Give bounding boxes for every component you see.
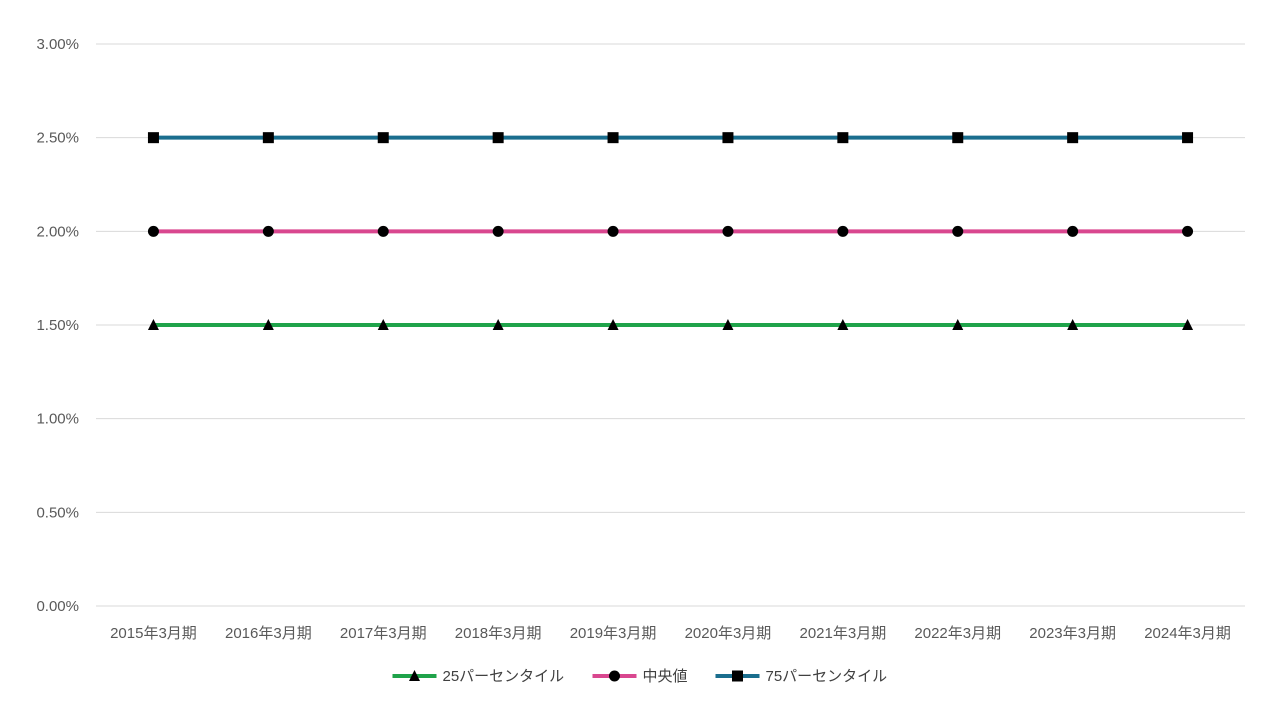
- data-point: [607, 319, 619, 330]
- x-tick-label: 2024年3月期: [1144, 625, 1231, 642]
- x-tick-label: 2022年3月期: [914, 625, 1001, 642]
- data-point: [952, 132, 964, 144]
- data-point: [492, 132, 504, 144]
- data-point: [377, 132, 389, 144]
- data-point: [952, 225, 964, 237]
- x-tick-label: 2017年3月期: [340, 625, 427, 642]
- legend-marker: [409, 670, 420, 681]
- data-point: [147, 225, 159, 237]
- series-lines: [147, 132, 1194, 330]
- y-tick-label: 1.50%: [36, 317, 79, 334]
- y-tick-label: 0.00%: [36, 598, 79, 615]
- data-point: [1067, 319, 1079, 330]
- y-tick-label: 2.00%: [36, 223, 79, 240]
- data-point: [837, 225, 849, 237]
- legend-label: 25パーセンタイル: [443, 668, 565, 685]
- y-tick-label: 2.50%: [36, 130, 79, 147]
- y-tick-label: 3.00%: [36, 36, 79, 53]
- data-point: [1067, 132, 1079, 144]
- legend-item: 中央値: [592, 668, 688, 685]
- x-tick-label: 2019年3月期: [570, 625, 657, 642]
- legend-label: 中央値: [643, 668, 688, 685]
- y-axis-tick-labels: 0.00% 0.50% 1.00% 1.50% 2.00% 2.50% 3.00%: [36, 36, 79, 615]
- data-point: [952, 319, 964, 330]
- y-tick-label: 0.50%: [36, 504, 79, 521]
- data-point: [262, 132, 274, 144]
- data-point: [722, 319, 734, 330]
- data-point: [607, 132, 619, 144]
- legend-marker: [609, 670, 620, 682]
- data-point: [147, 132, 159, 144]
- x-tick-label: 2023年3月期: [1029, 625, 1116, 642]
- legend-marker: [732, 670, 743, 682]
- x-tick-label: 2018年3月期: [455, 625, 542, 642]
- data-point: [722, 132, 734, 144]
- legend-label: 75パーセンタイル: [766, 668, 888, 685]
- data-point: [492, 319, 504, 330]
- data-point: [492, 225, 504, 237]
- data-point: [722, 225, 734, 237]
- x-tick-label: 2020年3月期: [685, 625, 772, 642]
- data-point: [262, 319, 274, 330]
- x-axis-tick-labels: 2015年3月期 2016年3月期 2017年3月期 2018年3月期 2019年3月期…: [110, 625, 1231, 642]
- data-point: [262, 225, 274, 237]
- legend-item: 25パーセンタイル: [392, 668, 565, 685]
- x-tick-label: 2015年3月期: [110, 625, 197, 642]
- x-tick-label: 2021年3月期: [799, 625, 886, 642]
- data-point: [1067, 225, 1079, 237]
- data-point: [377, 319, 389, 330]
- data-point: [837, 132, 849, 144]
- y-tick-label: 1.00%: [36, 411, 79, 428]
- data-point: [1182, 225, 1194, 237]
- data-point: [1182, 319, 1194, 330]
- legend: 25パーセンタイル 中央値 75パーセンタイル: [392, 668, 888, 685]
- data-point: [377, 225, 389, 237]
- data-point: [837, 319, 849, 330]
- legend-item: 75パーセンタイル: [715, 668, 888, 685]
- x-tick-label: 2016年3月期: [225, 625, 312, 642]
- data-point: [147, 319, 159, 330]
- data-point: [1182, 132, 1194, 144]
- data-point: [607, 225, 619, 237]
